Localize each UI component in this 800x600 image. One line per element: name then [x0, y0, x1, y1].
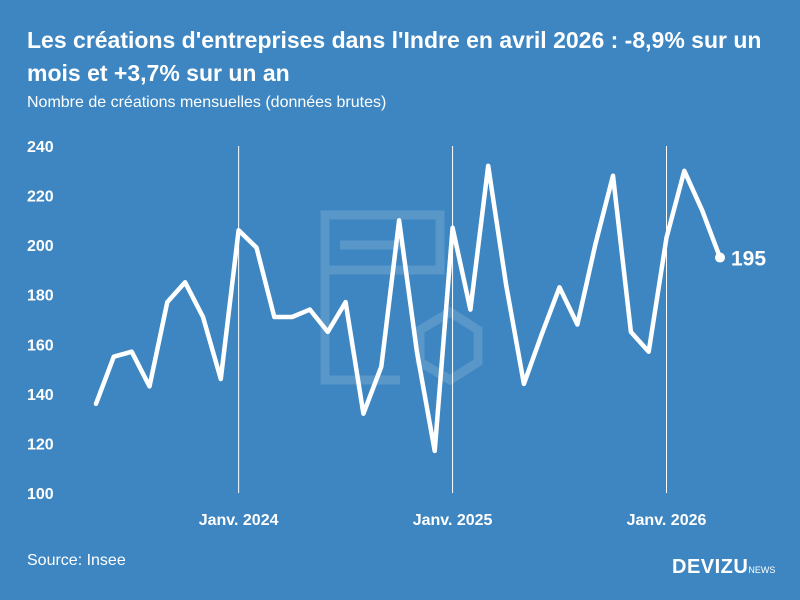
y-tick-label: 220: [27, 189, 54, 206]
brand-name: DEVIZU: [672, 556, 749, 578]
x-tick-label: Janv. 2026: [627, 512, 707, 529]
y-tick-label: 140: [27, 387, 54, 404]
y-tick-label: 240: [27, 139, 54, 156]
x-tick-label: Janv. 2024: [199, 512, 279, 529]
chart-title: Les créations d'entreprises dans l'Indre…: [27, 27, 762, 86]
x-axis-ticks: Janv. 2024 Janv. 2025 Janv. 2026: [199, 512, 707, 529]
end-point-marker: [715, 252, 725, 263]
y-tick-label: 180: [27, 288, 54, 305]
y-tick-label: 160: [27, 337, 54, 354]
y-axis-ticks: 100 120 140 160 180 200 220 240: [27, 139, 54, 503]
x-gridlines: [238, 146, 668, 493]
brand-suffix: NEWS: [748, 565, 776, 575]
y-tick-label: 200: [27, 238, 54, 255]
source-note: Source: Insee: [27, 552, 126, 569]
end-value-label: 195: [731, 248, 766, 271]
chart-subtitle: Nombre de créations mensuelles (données …: [27, 94, 387, 111]
y-tick-label: 100: [27, 486, 54, 503]
x-tick-label: Janv. 2025: [413, 512, 493, 529]
y-tick-label: 120: [27, 436, 54, 453]
brand-logo: DEVIZUNEWS: [672, 556, 775, 579]
series-line: [93, 163, 723, 454]
